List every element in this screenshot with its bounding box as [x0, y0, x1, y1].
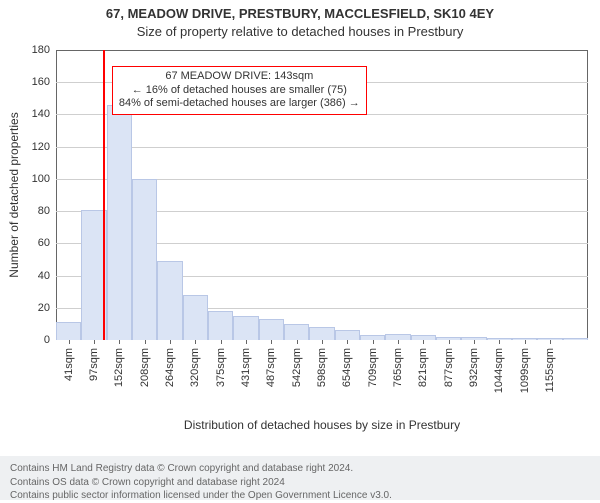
x-tick-mark: [525, 340, 526, 344]
histogram-bar: [157, 261, 182, 340]
x-tick-label: 709sqm: [367, 348, 379, 418]
x-tick-label: 487sqm: [265, 348, 277, 418]
x-tick-label: 97sqm: [88, 348, 100, 418]
x-tick-label: 208sqm: [139, 348, 151, 418]
annotation-line: 84% of semi-detached houses are larger (…: [119, 97, 360, 111]
x-tick-label: 765sqm: [392, 348, 404, 418]
footer-line: Contains HM Land Registry data © Crown c…: [10, 462, 590, 476]
x-tick-label: 542sqm: [291, 348, 303, 418]
x-axis-label: Distribution of detached houses by size …: [184, 418, 460, 432]
annotation-box: 67 MEADOW DRIVE: 143sqm← 16% of detached…: [112, 66, 367, 115]
x-tick-mark: [474, 340, 475, 344]
histogram-bar: [132, 179, 157, 340]
x-tick-mark: [271, 340, 272, 344]
histogram-bar: [309, 327, 334, 340]
attribution-footer: Contains HM Land Registry data © Crown c…: [0, 456, 600, 500]
histogram-bar: [183, 295, 208, 340]
histogram-bar: [563, 338, 588, 340]
x-tick-mark: [145, 340, 146, 344]
x-tick-label: 654sqm: [341, 348, 353, 418]
x-tick-label: 1044sqm: [493, 348, 505, 418]
footer-line: Contains public sector information licen…: [10, 489, 590, 503]
histogram-bar: [259, 319, 284, 340]
chart-title-line2: Size of property relative to detached ho…: [0, 24, 600, 39]
histogram-bar: [107, 105, 132, 340]
x-tick-mark: [423, 340, 424, 344]
highlight-marker-line: [103, 50, 105, 340]
x-tick-mark: [373, 340, 374, 344]
x-tick-mark: [322, 340, 323, 344]
histogram-bar: [335, 330, 360, 340]
histogram-bar: [233, 316, 258, 340]
x-tick-mark: [69, 340, 70, 344]
x-tick-mark: [550, 340, 551, 344]
x-tick-mark: [398, 340, 399, 344]
x-tick-label: 932sqm: [468, 348, 480, 418]
x-tick-mark: [94, 340, 95, 344]
x-tick-label: 41sqm: [63, 348, 75, 418]
x-tick-label: 152sqm: [113, 348, 125, 418]
y-tick-label: 0: [0, 334, 56, 346]
grid-line: [56, 147, 588, 148]
x-tick-mark: [119, 340, 120, 344]
x-tick-label: 320sqm: [189, 348, 201, 418]
x-tick-mark: [246, 340, 247, 344]
histogram-bar: [284, 324, 309, 340]
x-tick-mark: [195, 340, 196, 344]
plot-area: 02040608010012014016018041sqm97sqm152sqm…: [56, 50, 588, 340]
x-tick-label: 821sqm: [417, 348, 429, 418]
x-tick-label: 1155sqm: [544, 348, 556, 418]
chart-title-line1: 67, MEADOW DRIVE, PRESTBURY, MACCLESFIEL…: [0, 6, 600, 21]
x-tick-mark: [347, 340, 348, 344]
annotation-line: ← 16% of detached houses are smaller (75…: [119, 84, 360, 98]
x-tick-label: 375sqm: [215, 348, 227, 418]
histogram-bar: [208, 311, 233, 340]
y-tick-label: 160: [0, 76, 56, 88]
annotation-line: 67 MEADOW DRIVE: 143sqm: [119, 70, 360, 84]
x-tick-label: 1099sqm: [519, 348, 531, 418]
x-tick-label: 877sqm: [443, 348, 455, 418]
x-tick-mark: [297, 340, 298, 344]
chart-container: 02040608010012014016018041sqm97sqm152sqm…: [0, 44, 600, 434]
x-tick-mark: [221, 340, 222, 344]
x-tick-label: 264sqm: [164, 348, 176, 418]
x-tick-mark: [449, 340, 450, 344]
y-axis-label: Number of detached properties: [7, 112, 21, 277]
x-tick-label: 431sqm: [240, 348, 252, 418]
histogram-bar: [56, 322, 81, 340]
x-tick-label: 598sqm: [316, 348, 328, 418]
x-tick-mark: [170, 340, 171, 344]
y-tick-label: 180: [0, 44, 56, 56]
x-tick-mark: [499, 340, 500, 344]
footer-line: Contains OS data © Crown copyright and d…: [10, 476, 590, 490]
y-tick-label: 20: [0, 302, 56, 314]
